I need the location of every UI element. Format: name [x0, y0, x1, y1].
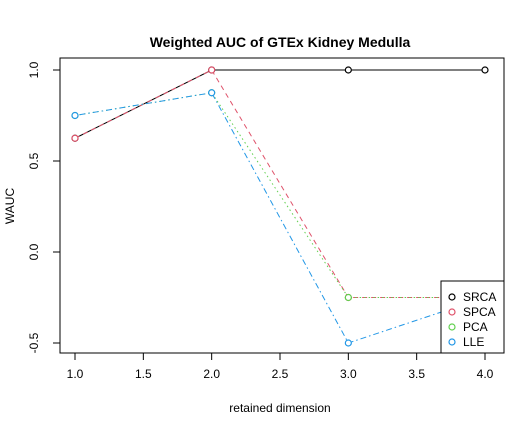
- legend-marker: [448, 338, 456, 346]
- legend-label: PCA: [463, 320, 488, 334]
- series-line-lle: [74, 92, 486, 344]
- y-tick-label: 0.0: [27, 243, 41, 260]
- x-tick-label: 1.5: [135, 367, 152, 381]
- data-point-lle: [344, 339, 352, 347]
- data-point-lle: [71, 111, 79, 120]
- y-axis: -0.5 0.0 0.5 1.0: [27, 61, 61, 353]
- chart-title: Weighted AUC of GTEx Kidney Medulla: [150, 34, 411, 50]
- data-point-lle: [208, 89, 216, 97]
- series-line-pca: [74, 92, 485, 298]
- x-axis-label: retained dimension: [229, 401, 330, 415]
- legend-item-lle: LLE: [448, 335, 484, 349]
- x-tick-label: 2.0: [203, 367, 220, 381]
- series-lle: [71, 89, 489, 347]
- y-axis-label: WAUC: [3, 188, 17, 225]
- legend-label: SPCA: [463, 305, 496, 319]
- data-point-srca: [344, 66, 352, 74]
- data-point-pca: [344, 293, 352, 302]
- series-line-spca: [74, 69, 485, 298]
- x-axis: 1.0 1.5 2.0 2.5 3.0 3.5 4.0: [67, 352, 494, 381]
- series-spca: [71, 66, 489, 302]
- y-tick-label: 1.0: [27, 61, 41, 78]
- data-point-spca: [71, 134, 79, 142]
- series-line-srca: [74, 69, 485, 139]
- y-tick-label: 0.5: [27, 152, 41, 169]
- series-layer: [71, 66, 489, 347]
- legend-marker: [448, 293, 456, 301]
- legend-label: SRCA: [463, 290, 496, 304]
- x-tick-label: 1.0: [67, 367, 84, 381]
- legend-item-pca: PCA: [448, 320, 488, 334]
- legend-marker: [448, 323, 456, 331]
- legend-item-spca: SPCA: [448, 305, 496, 319]
- x-tick-label: 4.0: [477, 367, 494, 381]
- legend-label: LLE: [463, 335, 484, 349]
- series-pca: [71, 89, 489, 302]
- x-tick-label: 3.5: [408, 367, 425, 381]
- plot-frame: [59, 57, 505, 354]
- series-srca: [71, 66, 489, 142]
- legend-item-srca: SRCA: [448, 290, 496, 304]
- x-tick-label: 3.0: [340, 367, 357, 381]
- legend-marker: [448, 308, 456, 316]
- y-tick-label: -0.5: [27, 332, 41, 353]
- data-point-spca: [208, 66, 216, 74]
- x-tick-label: 2.5: [272, 367, 289, 381]
- data-point-srca: [481, 66, 489, 74]
